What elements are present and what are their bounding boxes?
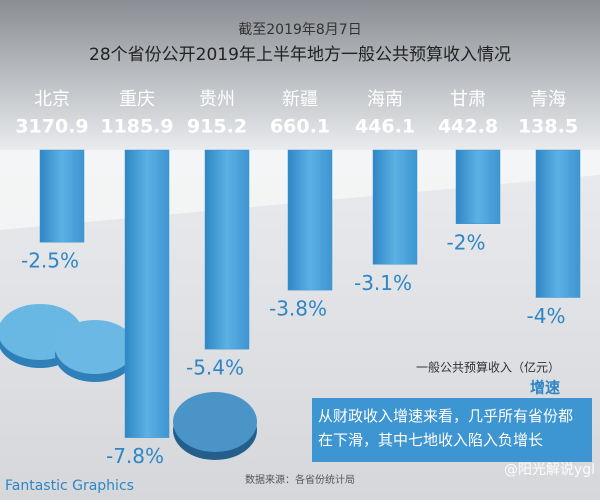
source: 数据来源：各省份统计局 [245, 473, 355, 486]
revenue-label: 915.2 [187, 116, 247, 138]
revenue-label: 660.1 [270, 116, 330, 138]
bar [39, 149, 85, 243]
x-tick-label: 海南 [367, 89, 403, 110]
subtitle: 截至2019年8月7日 [238, 22, 361, 38]
x-tick-label: 贵州 [199, 89, 235, 110]
watermark: @阳光解说ygl [504, 462, 595, 478]
value-label: -7.8% [106, 444, 164, 468]
brand: Fantastic Graphics [5, 478, 134, 494]
coins [0, 304, 257, 460]
revenue-label: 138.5 [518, 116, 578, 138]
bar [372, 149, 418, 265]
x-tick-label: 甘肃 [450, 89, 486, 110]
annotation-wrap: 从财政收入增速来看，几乎所有省份都在下滑，其中七地收入陷入负增长 [318, 407, 574, 449]
revenue-label: 3170.9 [15, 116, 88, 138]
x-tick-label: 北京 [34, 89, 70, 110]
bar [287, 149, 333, 291]
value-label: -3.1% [354, 271, 412, 295]
x-tick-label: 新疆 [282, 89, 318, 110]
value-label: -2% [447, 230, 486, 254]
value-label: -5.4% [186, 356, 244, 380]
revenue-label: 446.1 [355, 116, 415, 138]
revenue-label: 1185.9 [100, 116, 173, 138]
x-tick-label: 青海 [530, 89, 566, 110]
value-label: -4% [527, 304, 566, 328]
annotation-box [312, 398, 592, 462]
x-tick-label: 重庆 [119, 89, 155, 110]
legend-revenue: 一般公共预算收入（亿元） [416, 360, 560, 375]
revenue-label: 442.8 [438, 116, 498, 138]
bar [204, 149, 250, 350]
bar [124, 149, 170, 438]
value-label: -2.5% [21, 249, 79, 273]
legend-growth: 增速 [530, 379, 560, 397]
value-label: -3.8% [269, 297, 327, 321]
chart-title: 28个省份公开2019年上半年地方一般公共预算收入情况 [89, 45, 511, 65]
bar [535, 149, 581, 298]
annotation: 从财政收入增速来看，几乎所有省份都在下滑，其中七地收入陷入负增长 [318, 407, 574, 449]
bar [455, 149, 501, 224]
